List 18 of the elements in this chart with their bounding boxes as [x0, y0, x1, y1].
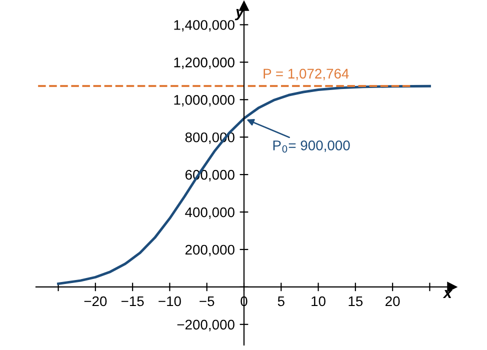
line-series — [57, 84, 431, 286]
x-tick-label: −10 — [158, 296, 181, 306]
y-tick-label: −200,000 — [177, 320, 234, 332]
y-tick-label: 1,000,000 — [174, 94, 234, 106]
x-tick-label: −20 — [84, 296, 107, 306]
x-tick-label: 10 — [312, 296, 326, 306]
y-tick-label: 1,200,000 — [174, 58, 234, 69]
y-tick-label: 1,400,000 — [174, 20, 234, 32]
x-tick-label: 20 — [386, 296, 400, 306]
ref-line-label: P = 1,072,764 — [264, 68, 349, 80]
x-tick-label: −15 — [121, 296, 144, 306]
y-tick-label: 200,000 — [185, 244, 234, 256]
x-tick-label: 15 — [348, 296, 363, 306]
x-axis-title: x — [442, 290, 453, 298]
x-tick-label: 5 — [278, 296, 284, 306]
x-tick-label: −5 — [200, 296, 214, 306]
y-tick-label: 400,000 — [185, 207, 234, 219]
annotation: P$_{0}$= 900,000 — [273, 140, 350, 153]
